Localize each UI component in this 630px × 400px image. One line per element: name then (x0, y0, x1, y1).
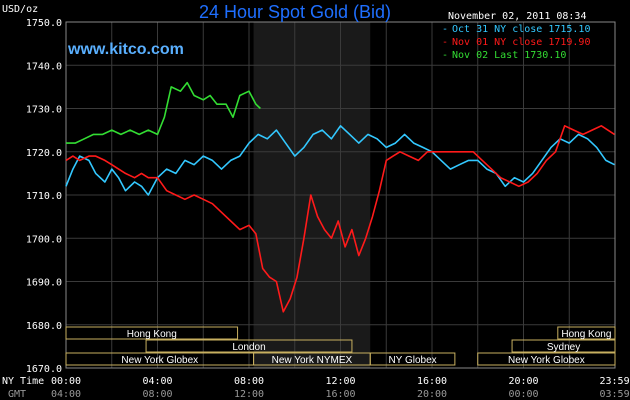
x-tick-label-gmt: 16:00 (325, 389, 355, 400)
price-series (65, 81, 615, 313)
y-tick-label: 1690.0 (26, 278, 62, 289)
trading-sessions: Hong Kong London New York Globex New York N… (65, 326, 616, 366)
y-tick-label: 1720.0 (26, 148, 62, 159)
session-label: New York NYMEX (272, 355, 353, 366)
y-tick-label: 1730.0 (26, 105, 62, 116)
session-box (369, 352, 456, 366)
session-label: New York Globex (121, 355, 198, 366)
legend-entry-0: Oct 31 NY close 1715.10 (452, 24, 590, 35)
series-line-0 (65, 125, 615, 196)
ny-time-label: NY Time (2, 376, 44, 387)
session-box (477, 352, 616, 366)
y-tick-label: 1670.0 (26, 364, 62, 375)
x-tick-label-gmt: 08:00 (142, 389, 172, 400)
x-tick-label-ny: 04:00 (142, 376, 172, 387)
session-label: New York Globex (508, 355, 585, 366)
session-label: NY Globex (388, 355, 436, 366)
x-tick-label-ny: 23:59 (599, 376, 629, 387)
x-tick-label-gmt: 00:00 (508, 389, 538, 400)
x-tick-label-ny: 08:00 (234, 376, 264, 387)
session-label: London (232, 342, 265, 353)
legend-dash-2: - (442, 50, 448, 61)
legend-entry-1: Nov 01 NY close 1719.90 (452, 37, 590, 48)
series-line-1 (65, 125, 615, 313)
gmt-label: GMT (8, 389, 26, 400)
session-label: Hong Kong (127, 329, 177, 340)
session-box (145, 339, 353, 353)
y-axis-ticks: 1670.0 1680.0 1690.0 1700.0 1710.0 1720.0 1730… (26, 18, 62, 375)
legend: - Oct 31 NY close 1715.10- Nov 01 NY close… (442, 24, 590, 61)
legend-dash-1: - (442, 37, 448, 48)
y-tick-label: 1710.0 (26, 191, 62, 202)
session-label: Sydney (547, 342, 580, 353)
y-tick-label: 1750.0 (26, 18, 62, 29)
x-tick-label-gmt: 03:59 (599, 389, 629, 400)
chart-grid (65, 21, 616, 369)
legend-entry-2: Nov 02 Last 1730.10 (452, 50, 566, 61)
y-axis-unit: USD/oz (2, 4, 38, 15)
x-tick-label-gmt: 20:00 (417, 389, 447, 400)
chart-title: 24 Hour Spot Gold (Bid) (199, 2, 391, 22)
session-box (65, 326, 239, 340)
y-tick-label: 1680.0 (26, 321, 62, 332)
x-axis-ticks: 00:00 04:00 04:00 08:00 08:00 12:00 12:00 16:00… (51, 376, 630, 400)
x-tick-label-ny: 20:00 (508, 376, 538, 387)
session-box (557, 326, 616, 340)
x-tick-label-ny: 12:00 (325, 376, 355, 387)
y-tick-label: 1700.0 (26, 234, 62, 245)
legend-dash-0: - (442, 24, 448, 35)
x-tick-label-gmt: 12:00 (234, 389, 264, 400)
x-tick-label-ny: 00:00 (51, 376, 81, 387)
plot-frame (65, 21, 616, 369)
session-box (511, 339, 616, 353)
site-url: www.kitco.com (67, 41, 184, 58)
timestamp: November 02, 2011 08:34 (448, 11, 586, 22)
series-line-2 (66, 81, 261, 144)
y-tick-label: 1740.0 (26, 61, 62, 72)
x-tick-label-ny: 16:00 (417, 376, 447, 387)
x-tick-label-gmt: 04:00 (51, 389, 81, 400)
session-label: Hong Kong (561, 329, 611, 340)
